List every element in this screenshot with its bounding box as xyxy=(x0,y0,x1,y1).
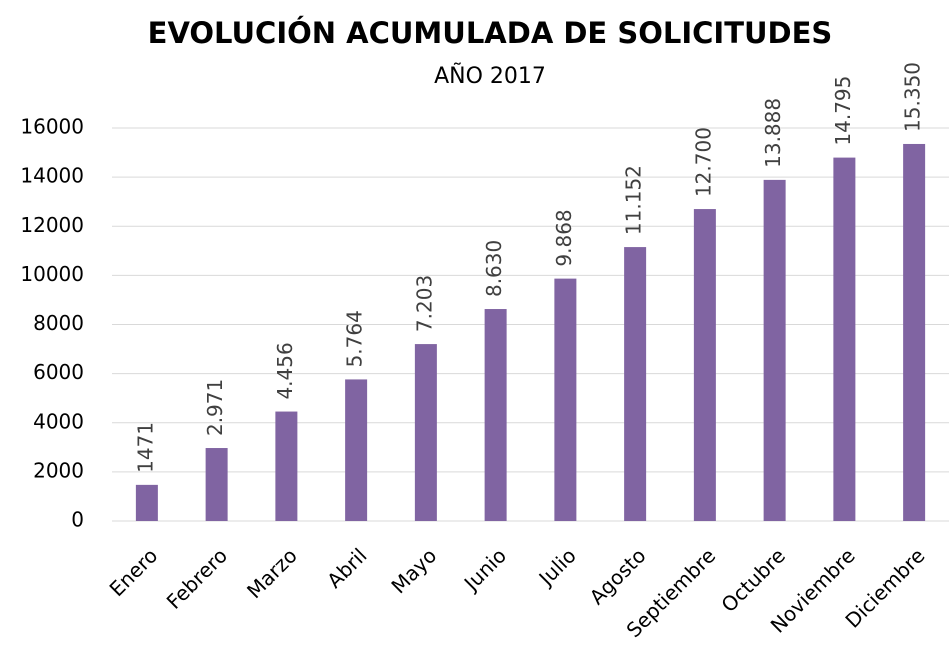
value-label: 15.350 xyxy=(901,62,925,132)
chart-title: EVOLUCIÓN ACUMULADA DE SOLICITUDES xyxy=(148,16,833,50)
x-tick-label: Febrero xyxy=(162,543,232,613)
value-label: 13.888 xyxy=(761,98,785,168)
y-tick-label: 4000 xyxy=(33,409,84,433)
y-tick-label: 14000 xyxy=(20,164,84,188)
bar xyxy=(554,278,577,521)
x-tick-label: Marzo xyxy=(242,543,302,603)
bar xyxy=(484,309,507,521)
value-label: 14.795 xyxy=(831,76,855,146)
value-label: 4.456 xyxy=(273,342,297,399)
value-label: 8.630 xyxy=(482,240,506,297)
y-tick-label: 2000 xyxy=(33,458,84,482)
bar xyxy=(624,247,647,522)
value-label: 12.700 xyxy=(691,127,715,197)
value-label: 11.152 xyxy=(622,165,646,235)
bar xyxy=(763,179,786,521)
x-tick-label: Julio xyxy=(533,543,581,591)
bar xyxy=(135,484,158,521)
y-tick-label: 10000 xyxy=(20,262,84,286)
x-tick-label: Agosto xyxy=(585,543,651,609)
y-tick-label: 12000 xyxy=(20,213,84,237)
value-label: 1471 xyxy=(133,422,157,473)
value-label: 9.868 xyxy=(552,209,576,266)
chart-subtitle: AÑO 2017 xyxy=(434,62,546,89)
value-label: 7.203 xyxy=(412,275,436,332)
y-tick-label: 6000 xyxy=(33,360,84,384)
y-tick-label: 8000 xyxy=(33,311,84,335)
value-label: 5.764 xyxy=(343,310,367,367)
y-tick-label: 16000 xyxy=(20,115,84,139)
x-tick-label: Junio xyxy=(458,543,511,596)
bar xyxy=(903,143,926,521)
bar xyxy=(345,379,368,521)
bar xyxy=(275,411,298,521)
x-tick-label: Mayo xyxy=(386,543,441,598)
x-tick-label: Enero xyxy=(105,543,163,601)
bar xyxy=(205,448,228,521)
bar xyxy=(833,157,856,521)
y-tick-label: 0 xyxy=(71,508,84,532)
value-label: 2.971 xyxy=(203,379,227,436)
bar xyxy=(693,209,716,521)
x-tick-label: Abril xyxy=(322,543,371,592)
bar xyxy=(414,344,437,521)
